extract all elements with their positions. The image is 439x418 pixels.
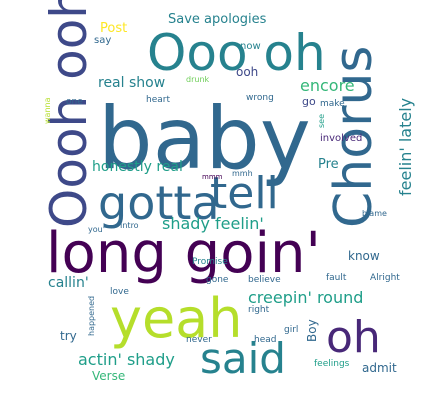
word-shady-feelin: shady feelin' [162,214,264,233]
word-girl: girl [284,325,299,335]
word-right: right [248,305,270,315]
word-save-apologies: Save apologies [168,12,267,27]
word-make: make [320,99,345,109]
word-know: know [348,249,380,263]
word-honestly-real: honestly real [92,159,183,175]
word-try: try [60,329,77,343]
word-boy: Boy [305,319,319,342]
word-see: see [317,113,326,128]
word-wanna: wanna [43,97,52,125]
word-drunk: drunk [186,75,210,84]
word-actin-shady: actin' shady [78,350,175,369]
word-encore: encore [300,76,355,95]
word-now: now [240,41,261,52]
word-baby: baby [98,89,311,189]
word-long-goin: long goin' [46,221,321,286]
word-never: never [186,335,212,345]
word-admit: admit [362,361,397,375]
word-blame: blame [362,209,387,218]
word-verse: Verse [92,369,126,383]
word-involved: involved [320,133,363,144]
word-pre: Pre [318,157,339,172]
word-said: said [200,334,286,383]
word-promise: Promise [192,257,228,267]
word-one: one [66,97,83,107]
word-head: head [254,335,277,345]
word-ooh: ooh [236,65,259,79]
word-mmh: mmh [232,169,253,178]
word-callin: callin' [48,275,89,291]
word-creepin-round: creepin' round [248,288,364,307]
word-post: Post [100,21,128,36]
word-gotta: gotta [98,176,220,230]
word-yeah: yeah [110,287,243,350]
word-believe: believe [248,275,281,285]
word-heart: heart [146,95,170,105]
word-feelings: feelings [314,359,350,369]
word-intro: Intro [120,221,139,230]
word-love: love [110,287,129,297]
word-you: you' [88,225,105,234]
word-go: go [302,95,316,108]
word-feelin-lately: feelin' lately [396,97,415,196]
word-ooo-oh: Ooo oh [147,24,326,82]
word-mmm: mmm [202,173,223,181]
word-real-show: real show [98,75,166,91]
word-fault: fault [326,273,347,283]
word-happened: happened [87,295,96,336]
word-tell: tell [210,168,279,219]
word-say: say [94,35,112,46]
word-oh: oh [326,312,381,363]
word-alright: Alright [370,273,400,283]
word-wrong: wrong [246,93,274,103]
word-gone: gone [206,275,229,285]
